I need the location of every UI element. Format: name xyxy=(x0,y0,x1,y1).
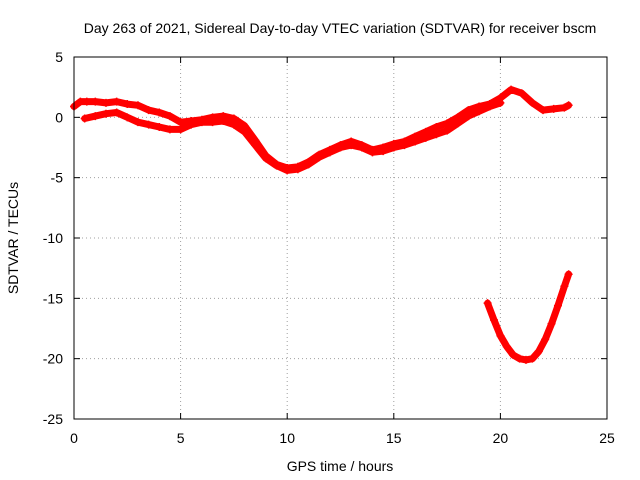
x-tick-label: 15 xyxy=(386,430,402,446)
data-point xyxy=(475,107,484,116)
data-point xyxy=(517,89,526,98)
data-point xyxy=(528,98,537,107)
x-tick-label: 10 xyxy=(279,430,295,446)
data-point xyxy=(123,100,132,109)
data-point xyxy=(560,282,569,291)
data-point xyxy=(251,141,260,150)
data-point xyxy=(453,119,462,128)
data-series xyxy=(70,85,573,364)
series-track-b xyxy=(80,98,505,175)
series-track-c xyxy=(483,270,573,364)
data-point xyxy=(443,119,452,128)
data-point xyxy=(133,101,142,110)
data-point xyxy=(432,130,441,139)
data-point xyxy=(197,118,206,127)
data-point xyxy=(155,122,164,131)
data-point xyxy=(534,347,543,356)
y-tick-label: -10 xyxy=(43,230,63,246)
axis-ticks: 0 5 10 15 20 25 5 0 -5 -10 -15 -20 -25 xyxy=(43,49,615,446)
data-point xyxy=(101,98,110,107)
data-point xyxy=(507,85,516,94)
data-point xyxy=(112,108,121,117)
y-axis-label: SDTVAR / TECUs xyxy=(5,182,21,294)
data-point xyxy=(101,109,110,118)
y-tick-label: -5 xyxy=(51,170,64,186)
data-point xyxy=(528,354,537,363)
data-point xyxy=(112,97,121,106)
data-point xyxy=(176,125,185,134)
data-point xyxy=(91,112,100,121)
data-point xyxy=(515,354,524,363)
data-point xyxy=(400,141,409,150)
data-point xyxy=(549,104,558,113)
y-tick-label: -15 xyxy=(43,290,63,306)
y-tick-label: 0 xyxy=(55,109,63,125)
data-point xyxy=(165,125,174,134)
data-point xyxy=(283,166,292,175)
data-point xyxy=(325,148,334,157)
data-point xyxy=(547,319,556,328)
data-point xyxy=(564,270,573,279)
data-point xyxy=(347,141,356,150)
x-tick-label: 5 xyxy=(177,430,185,446)
series-line xyxy=(81,99,504,174)
y-tick-label: -20 xyxy=(43,351,63,367)
x-axis-label: GPS time / hours xyxy=(287,458,394,474)
data-point xyxy=(560,103,569,112)
data-point xyxy=(502,342,511,351)
data-point xyxy=(496,98,505,107)
data-point xyxy=(539,106,548,115)
data-point xyxy=(490,316,499,325)
chart-title: Day 263 of 2021, Sidereal Day-to-day VTE… xyxy=(84,20,597,36)
data-point xyxy=(483,299,492,308)
data-point xyxy=(91,97,100,106)
data-point xyxy=(368,148,377,157)
data-point xyxy=(443,126,452,135)
grid-lines xyxy=(74,57,607,419)
data-point xyxy=(219,116,228,125)
data-point xyxy=(82,97,91,106)
data-point xyxy=(155,108,164,117)
data-point xyxy=(521,355,530,364)
y-tick-label: -25 xyxy=(43,411,63,427)
data-point xyxy=(336,143,345,152)
data-point xyxy=(165,112,174,121)
data-point xyxy=(261,154,270,163)
data-point xyxy=(133,118,142,127)
data-point xyxy=(240,127,249,136)
x-tick-label: 25 xyxy=(599,430,615,446)
data-point xyxy=(432,122,441,131)
y-tick-label: 5 xyxy=(55,49,63,65)
x-tick-label: 20 xyxy=(493,430,509,446)
data-point xyxy=(553,301,562,310)
data-point xyxy=(379,147,388,156)
data-point xyxy=(464,112,473,121)
data-point xyxy=(389,143,398,152)
data-point xyxy=(357,143,366,152)
data-point xyxy=(187,120,196,129)
data-point xyxy=(496,331,505,340)
data-point xyxy=(123,113,132,122)
data-point xyxy=(485,102,494,111)
data-point xyxy=(411,137,420,146)
data-point xyxy=(421,133,430,142)
data-point xyxy=(80,114,89,123)
data-point xyxy=(541,335,550,344)
data-point xyxy=(564,101,573,110)
data-point xyxy=(509,351,518,360)
data-point xyxy=(144,106,153,115)
data-point xyxy=(272,161,281,170)
data-point xyxy=(304,160,313,169)
data-point xyxy=(229,120,238,129)
data-point xyxy=(315,153,324,162)
x-tick-label: 0 xyxy=(70,430,78,446)
data-point xyxy=(293,165,302,174)
data-point xyxy=(208,118,217,127)
data-point xyxy=(144,120,153,129)
data-point xyxy=(176,118,185,127)
